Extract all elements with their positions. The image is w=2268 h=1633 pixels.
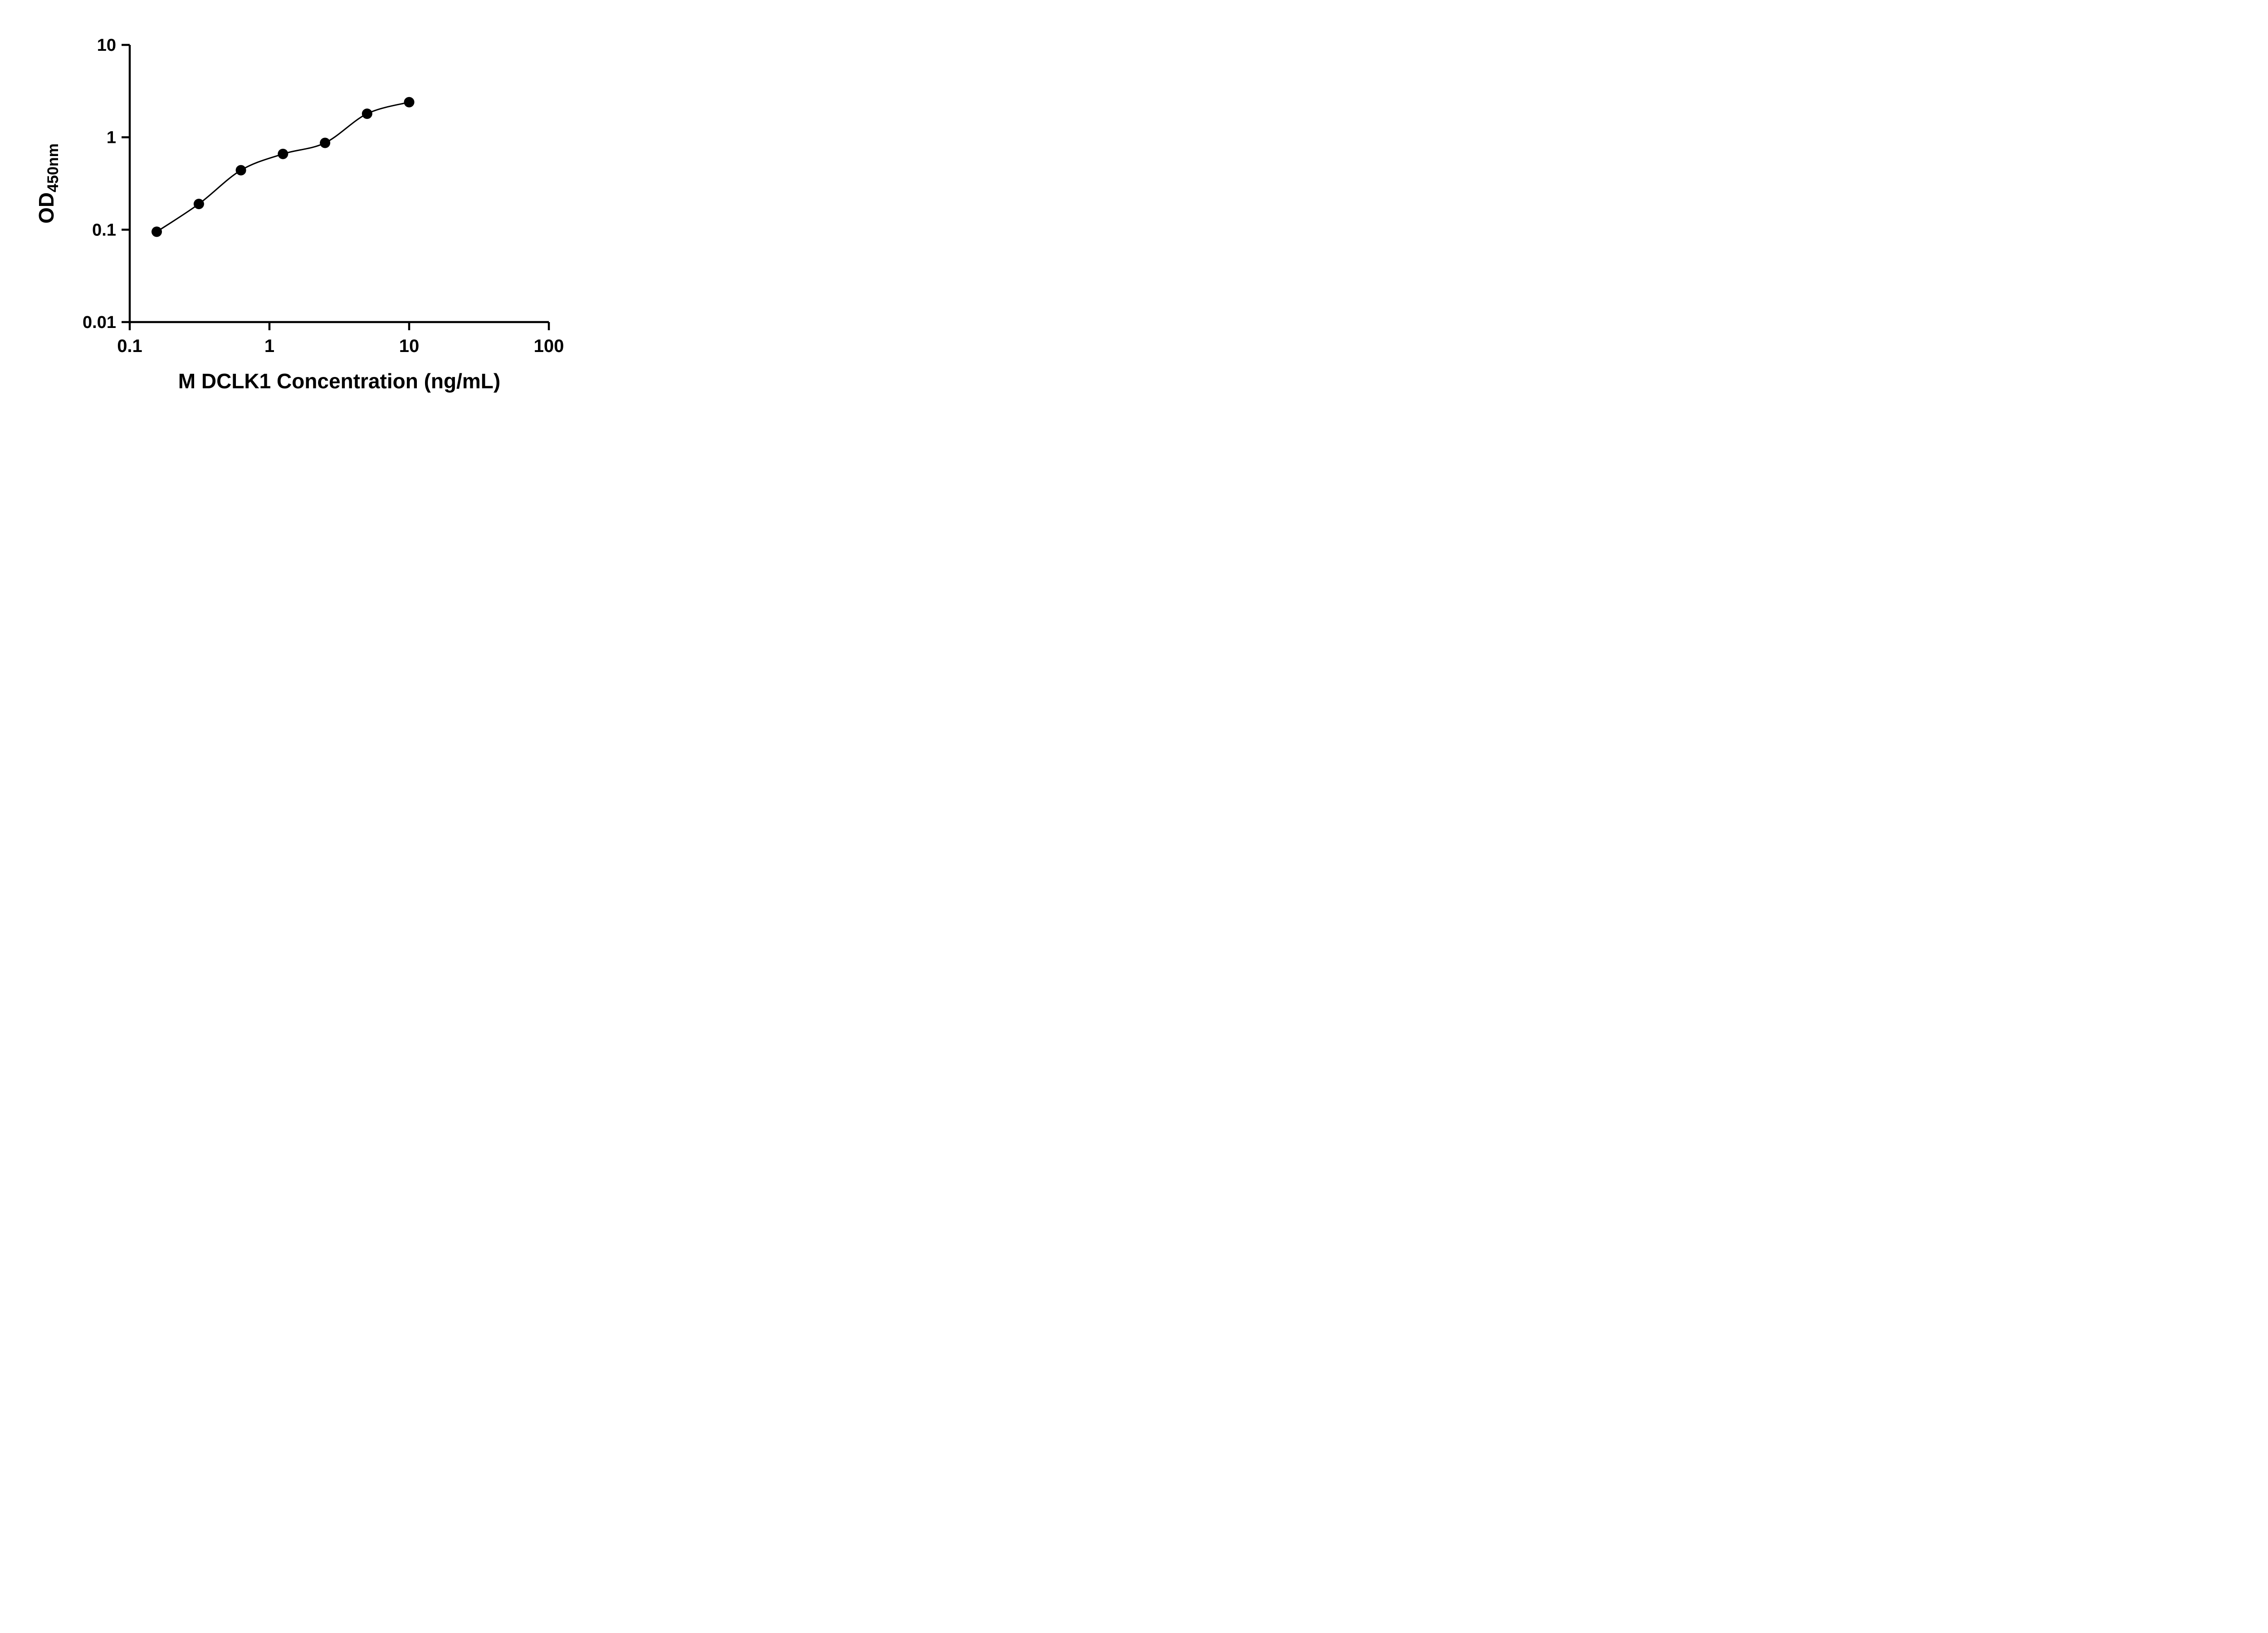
y-tick-label: 0.1 xyxy=(92,220,116,240)
y-axis-title: OD450nm xyxy=(34,143,62,224)
data-point xyxy=(235,165,246,176)
series-m-dclk1-standard-curve xyxy=(152,97,415,237)
plot-background xyxy=(18,7,601,416)
x-tick-label: 10 xyxy=(399,336,420,356)
data-point xyxy=(278,148,288,159)
y-tick-label: 10 xyxy=(97,36,116,55)
data-point xyxy=(320,137,331,148)
y-tick-label: 0.01 xyxy=(83,313,116,332)
y-tick-label: 1 xyxy=(107,128,116,147)
x-tick-label: 0.1 xyxy=(117,336,142,356)
x-axis: 0.1 1 10 100 xyxy=(117,322,564,356)
y-axis: 10 1 0.1 0.01 xyxy=(83,36,130,332)
x-tick-label: 1 xyxy=(264,336,274,356)
data-point xyxy=(152,226,162,237)
data-point xyxy=(193,199,204,210)
x-tick-label: 100 xyxy=(534,336,564,356)
elisa-standard-curve-figure: 10 1 0.1 0.01 0.1 1 10 100 M DCLK1 Concentration… xyxy=(18,7,601,416)
data-point xyxy=(404,97,415,108)
data-point xyxy=(362,108,372,119)
x-axis-title: M DCLK1 Concentration (ng/mL) xyxy=(178,369,500,393)
